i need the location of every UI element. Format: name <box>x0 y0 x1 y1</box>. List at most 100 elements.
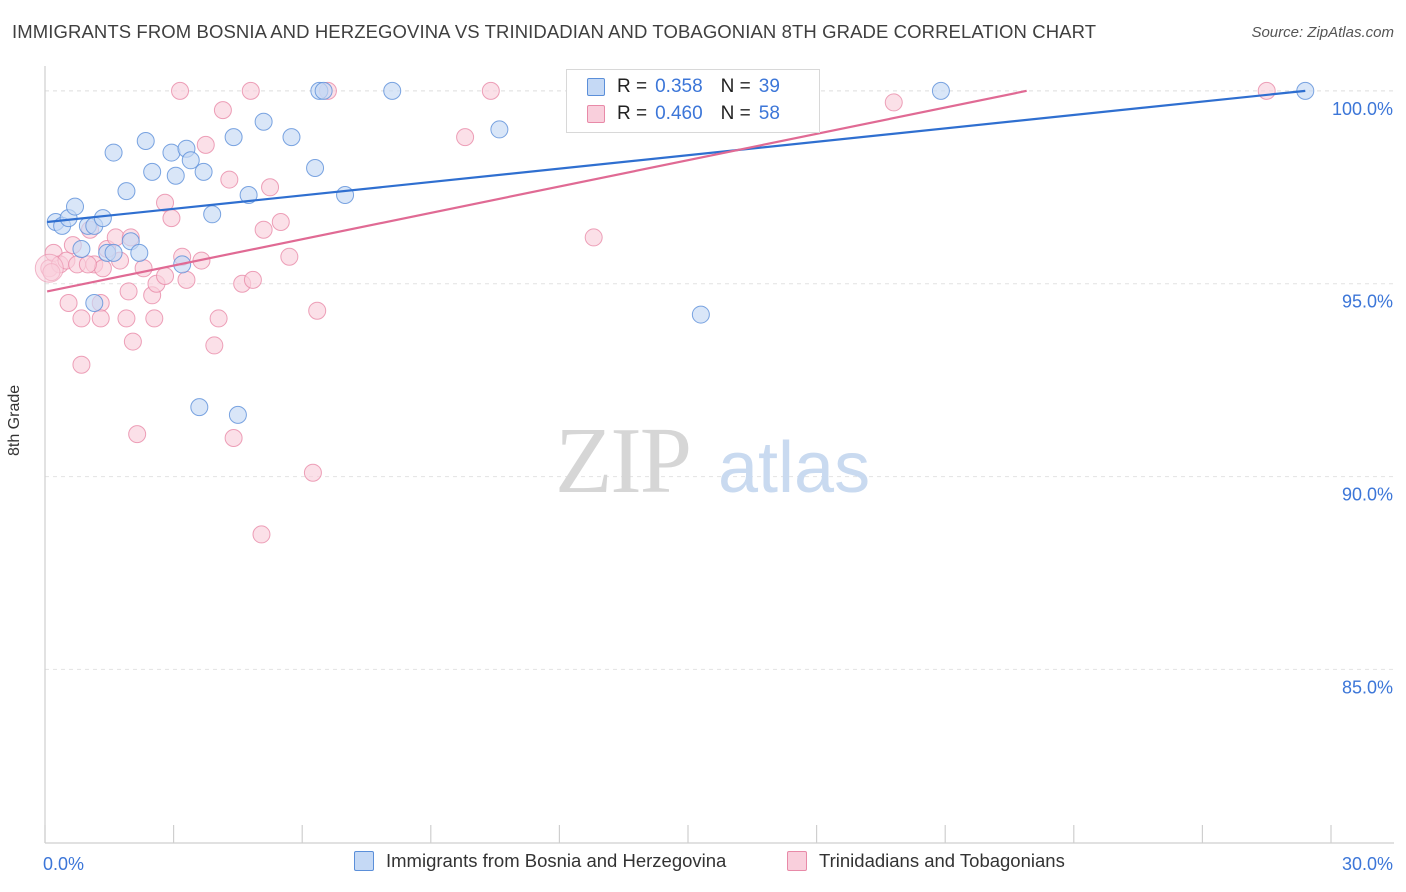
point-trinidad-18 <box>119 282 138 301</box>
point-trinidad-24 <box>145 309 164 328</box>
legend-swatch-bosnia <box>587 78 605 96</box>
point-trinidad-51 <box>481 81 500 100</box>
point-trinidad-26 <box>156 267 175 285</box>
series-legend-bosnia[interactable]: Immigrants from Bosnia and Herzegovina <box>354 850 726 872</box>
point-trinidad-28 <box>162 209 181 228</box>
point-bosnia-36 <box>85 294 104 312</box>
series-legend: Immigrants from Bosnia and Herzegovina T… <box>0 850 1406 878</box>
series-swatch-trinidad <box>787 851 807 871</box>
series-name-bosnia: Immigrants from Bosnia and Herzegovina <box>386 850 727 871</box>
watermark: ZIP atlas <box>555 409 870 513</box>
trend-line-trinidad <box>46 89 1027 293</box>
legend-row-bosnia: R = 0.358 N = 39 <box>587 74 780 100</box>
point-trinidad-48 <box>308 301 327 320</box>
point-bosnia-30 <box>336 186 355 204</box>
point-trinidad-4 <box>59 294 78 312</box>
point-trinidad-54 <box>884 93 903 112</box>
point-trinidad-41 <box>243 270 262 289</box>
legend-r-label: R = <box>617 103 648 124</box>
point-trinidad-44 <box>261 178 280 197</box>
point-bosnia-16 <box>162 143 181 162</box>
point-trinidad-7 <box>72 309 91 328</box>
point-trinidad-33 <box>196 135 215 154</box>
point-trinidad-42 <box>252 525 271 544</box>
point-trinidad-31 <box>177 270 196 289</box>
y-tick-label-0: 100.0% <box>1332 99 1393 119</box>
point-trinidad-40 <box>241 81 260 100</box>
point-trinidad-27 <box>156 193 175 212</box>
legend-n-label: N = <box>720 103 751 124</box>
point-trinidad-20 <box>123 332 142 351</box>
legend-row-trinidad: R = 0.460 N = 58 <box>587 101 780 127</box>
legend-n-value: 58 <box>758 103 780 124</box>
point-trinidad-15 <box>106 228 125 247</box>
legend-n-label: N = <box>720 76 751 97</box>
point-trinidad-55 <box>1257 81 1276 100</box>
point-bosnia-15 <box>143 162 162 181</box>
watermark-atlas: atlas <box>718 428 870 508</box>
point-bosnia-17 <box>166 166 185 185</box>
point-bosnia-14 <box>136 132 155 150</box>
point-bosnia-37 <box>190 398 209 417</box>
point-trinidad-13 <box>93 259 112 278</box>
series-legend-trinidad[interactable]: Trinidadians and Tobagonians <box>787 850 1065 872</box>
point-bosnia-31 <box>383 81 402 100</box>
point-bosnia-27 <box>306 159 325 177</box>
point-trinidad-37 <box>220 170 239 189</box>
tick-labels: 100.0% 95.0% 90.0% 85.0% 0.0% 30.0% <box>43 99 1393 874</box>
trend-line-bosnia <box>47 89 1306 224</box>
watermark-zip: ZIP <box>555 409 690 513</box>
series-name-trinidad: Trinidadians and Tobagonians <box>819 850 1065 871</box>
point-bosnia-11 <box>117 182 136 201</box>
point-trinidad-43 <box>254 220 273 239</box>
legend-r-value: 0.358 <box>655 76 703 97</box>
point-bosnia-7 <box>93 209 112 228</box>
x-tick-label-1: 30.0% <box>1342 854 1393 874</box>
point-trinidad-21 <box>128 425 147 444</box>
point-bosnia-9 <box>104 243 123 262</box>
point-trinidad-50 <box>456 128 475 147</box>
point-trinidad-17 <box>117 309 136 328</box>
point-bosnia-10 <box>104 143 123 162</box>
point-bosnia-22 <box>203 205 222 224</box>
y-axis-label: 8th Grade <box>6 384 23 456</box>
point-cluster-origin <box>34 253 64 283</box>
point-trinidad-36 <box>213 101 232 120</box>
grid-lines <box>45 90 1394 670</box>
point-bosnia-26 <box>282 128 301 147</box>
point-trinidad-45 <box>271 213 290 231</box>
point-bosnia-20 <box>181 151 200 170</box>
y-tick-label-2: 90.0% <box>1342 485 1393 505</box>
point-trinidad-52 <box>584 228 603 247</box>
point-bosnia-23 <box>224 128 243 147</box>
x-tick-label-0: 0.0% <box>43 854 84 874</box>
point-bosnia-13 <box>130 243 149 262</box>
point-bosnia-4 <box>72 240 91 258</box>
point-bosnia-33 <box>691 305 710 324</box>
trend-lines <box>46 89 1306 293</box>
point-trinidad-22 <box>134 259 153 278</box>
point-trinidad-46 <box>280 247 299 266</box>
source-credit: Source: ZipAtlas.com <box>1251 24 1394 41</box>
point-bosnia-25 <box>254 112 273 131</box>
axes <box>44 66 1394 844</box>
series-swatch-bosnia <box>354 851 374 871</box>
point-trinidad-34 <box>205 336 224 355</box>
y-tick-label-1: 95.0% <box>1342 292 1393 312</box>
stats-legend: R = 0.358 N = 39 R = 0.460 N = 58 <box>566 69 820 133</box>
legend-n-value: 39 <box>758 76 780 97</box>
point-bosnia-21 <box>194 162 213 181</box>
legend-swatch-trinidad <box>587 105 605 123</box>
point-bosnia-34 <box>931 81 950 100</box>
point-bosnia-29 <box>314 81 333 100</box>
point-trinidad-35 <box>209 309 228 328</box>
chart-title: IMMIGRANTS FROM BOSNIA AND HERZEGOVINA V… <box>12 21 1097 42</box>
point-trinidad-47 <box>303 463 322 482</box>
point-trinidad-12 <box>91 309 110 328</box>
point-bosnia-32 <box>490 120 509 139</box>
point-trinidad-57 <box>78 255 97 274</box>
point-trinidad-38 <box>224 429 243 447</box>
legend-r-label: R = <box>617 76 648 97</box>
point-bosnia-38 <box>228 405 247 424</box>
